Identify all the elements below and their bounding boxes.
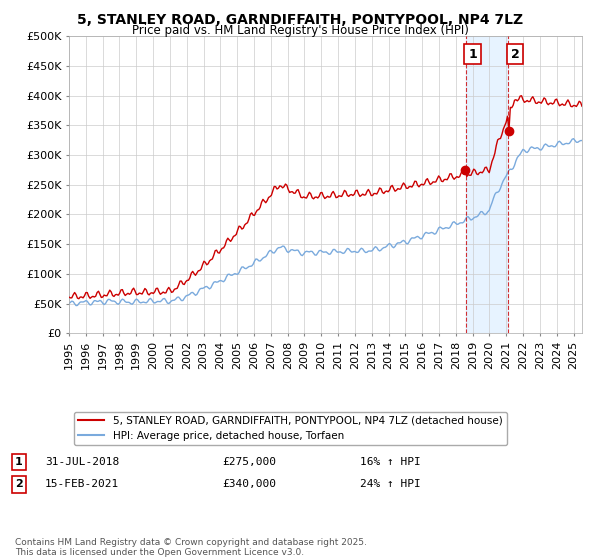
Text: 2: 2 <box>511 48 520 60</box>
Text: 15-FEB-2021: 15-FEB-2021 <box>45 479 119 489</box>
Text: 31-JUL-2018: 31-JUL-2018 <box>45 457 119 467</box>
Text: 24% ↑ HPI: 24% ↑ HPI <box>360 479 421 489</box>
Text: 2: 2 <box>15 479 23 489</box>
Text: 1: 1 <box>15 457 23 467</box>
Bar <box>466 36 508 333</box>
Text: Price paid vs. HM Land Registry's House Price Index (HPI): Price paid vs. HM Land Registry's House … <box>131 24 469 37</box>
Legend: 5, STANLEY ROAD, GARNDIFFAITH, PONTYPOOL, NP4 7LZ (detached house), HPI: Average: 5, STANLEY ROAD, GARNDIFFAITH, PONTYPOOL… <box>74 412 506 445</box>
Text: Contains HM Land Registry data © Crown copyright and database right 2025.
This d: Contains HM Land Registry data © Crown c… <box>15 538 367 557</box>
Text: 1: 1 <box>468 48 477 60</box>
Text: £340,000: £340,000 <box>222 479 276 489</box>
Text: 16% ↑ HPI: 16% ↑ HPI <box>360 457 421 467</box>
Text: 5, STANLEY ROAD, GARNDIFFAITH, PONTYPOOL, NP4 7LZ: 5, STANLEY ROAD, GARNDIFFAITH, PONTYPOOL… <box>77 13 523 27</box>
Text: £275,000: £275,000 <box>222 457 276 467</box>
